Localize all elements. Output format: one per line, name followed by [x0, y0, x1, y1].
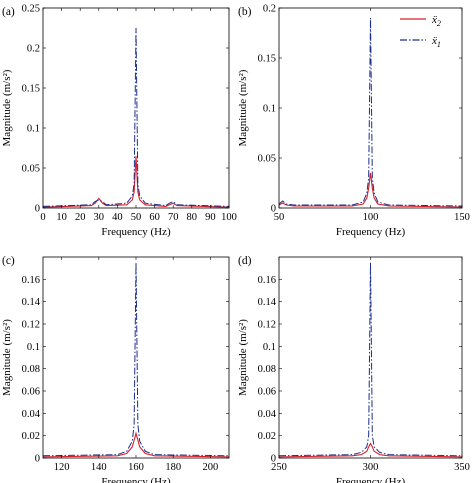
y-tick-label: 0.1	[263, 342, 276, 353]
x-tick-label: 120	[54, 462, 70, 473]
x-tick-label: 30	[94, 212, 105, 223]
x-axis-label: Frequency (Hz)	[336, 476, 406, 483]
y-tick-label: 0	[271, 454, 276, 465]
y-axis-label: Magnitude (m/s²)	[237, 319, 249, 396]
y-tick-label: 0.15	[258, 54, 276, 65]
x-tick-label: 300	[363, 462, 379, 473]
y-tick-label: 0.05	[258, 154, 276, 165]
legend-entry: ẍ2	[431, 14, 441, 28]
panel-label: (a)	[2, 6, 15, 18]
y-tick-label: 0	[271, 204, 276, 215]
y-tick-label: 0.16	[258, 275, 276, 286]
x-axis-label: Frequency (Hz)	[336, 226, 406, 238]
y-tick-label: 0.25	[22, 4, 40, 15]
series-line-x1	[43, 262, 229, 457]
y-tick-label: 0.04	[22, 409, 41, 420]
x-tick-label: 350	[454, 462, 470, 473]
legend-entry: ẍ1	[431, 35, 441, 49]
y-tick-label: 0.14	[258, 297, 277, 308]
y-tick-label: 0.16	[22, 275, 40, 286]
y-tick-label: 0.04	[258, 409, 277, 420]
series-line-x1	[43, 27, 229, 207]
x-axis-label: Frequency (Hz)	[101, 476, 171, 483]
x-tick-label: 80	[187, 212, 198, 223]
y-tick-label: 0.05	[22, 164, 40, 175]
y-tick-label: 0.2	[263, 4, 276, 15]
x-tick-label: 10	[56, 212, 67, 223]
series-line-x1	[279, 262, 462, 457]
x-tick-label: 50	[274, 212, 285, 223]
x-tick-label: 250	[271, 462, 287, 473]
y-tick-label: 0	[35, 454, 40, 465]
x-tick-label: 160	[128, 462, 144, 473]
y-axis-label: Magnitude (m/s²)	[1, 319, 13, 396]
legend: ẍ2 ẍ1	[400, 14, 441, 49]
x-tick-label: 200	[203, 462, 219, 473]
x-tick-label: 100	[221, 212, 237, 223]
y-tick-label: 0.14	[22, 297, 41, 308]
y-tick-label: 0.02	[22, 431, 40, 442]
panel-label: (d)	[238, 255, 252, 267]
series-line-x2	[43, 155, 229, 208]
panel-3: 120 140 160 180 200 0 0.02 0.04 0.06 0.08 0.1 0.12 0…	[1, 255, 230, 483]
x-tick-label: 140	[91, 462, 107, 473]
x-tick-label: 180	[165, 462, 181, 473]
x-tick-label: 50	[131, 212, 142, 223]
y-tick-label: 0.02	[258, 431, 276, 442]
x-axis-label: Frequency (Hz)	[101, 226, 171, 238]
x-tick-label: 100	[363, 212, 379, 223]
y-tick-label: 0.1	[27, 124, 40, 135]
y-tick-label: 0.1	[263, 104, 276, 115]
y-axis-label: Magnitude (m/s²)	[237, 69, 249, 146]
y-tick-label: 0	[35, 204, 40, 215]
y-tick-label: 0.06	[22, 387, 40, 398]
y-tick-label: 0.12	[22, 320, 40, 331]
x-tick-label: 70	[168, 212, 179, 223]
y-axis-label: Magnitude (m/s²)	[1, 69, 13, 146]
x-tick-label: 90	[205, 212, 216, 223]
y-tick-label: 0.08	[258, 364, 276, 375]
y-tick-label: 0.2	[27, 44, 40, 55]
y-tick-label: 0.12	[258, 320, 276, 331]
y-tick-label: 0.15	[22, 84, 40, 95]
panel-1: 0 10 20 30 40 50 60 70 80 90 100 0 0.05 0.1 0.15 0.2 0.2…	[1, 4, 237, 239]
series-line-x1	[279, 17, 462, 207]
y-tick-label: 0.06	[258, 387, 276, 398]
y-tick-label: 0.1	[27, 342, 40, 353]
x-tick-label: 20	[75, 212, 86, 223]
series-line-x2	[43, 431, 229, 458]
y-tick-label: 0.08	[22, 364, 40, 375]
panel-2: 50 100 150 0 0.05 0.1 0.15 0.2 Frequency (Hz) Mag…	[237, 4, 470, 239]
x-tick-label: 0	[40, 212, 45, 223]
series-line-x2	[279, 442, 462, 458]
x-tick-label: 150	[454, 212, 470, 223]
series-line-x2	[279, 172, 462, 208]
panel-4: 250 300 350 0 0.02 0.04 0.06 0.08 0.1 0.12 0.14 0.1…	[237, 255, 470, 483]
panel-label: (b)	[238, 6, 252, 18]
x-tick-label: 40	[112, 212, 123, 223]
panel-label: (c)	[2, 255, 15, 267]
x-tick-label: 60	[149, 212, 160, 223]
